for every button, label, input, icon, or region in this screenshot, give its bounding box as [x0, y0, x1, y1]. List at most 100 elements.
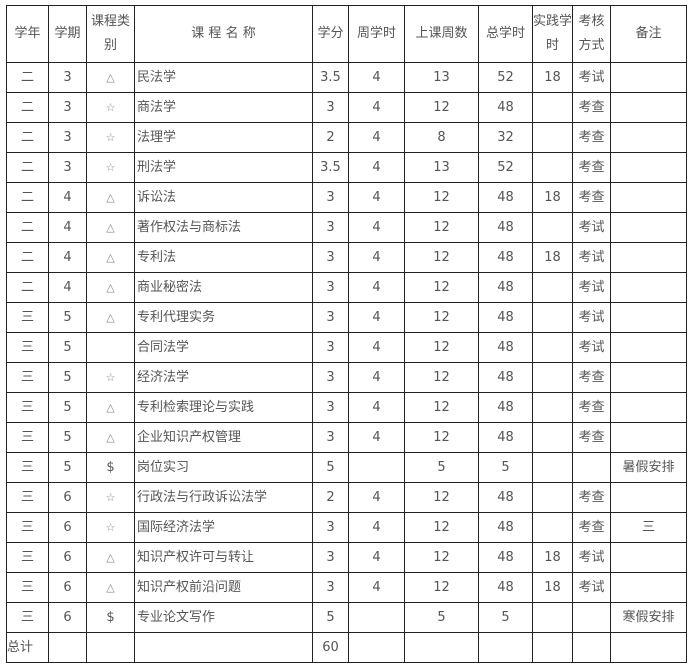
total-credits: 60 [312, 632, 349, 663]
total-cell [134, 632, 313, 663]
cell-weekly-hours: 4 [348, 392, 405, 423]
cell-category: △ [86, 392, 135, 423]
cell-term: 5 [48, 392, 87, 423]
table-row: 三 6 △ 知识产权前沿问题 3 4 12 48 18 考试 [6, 572, 687, 603]
cell-term: 5 [48, 422, 87, 453]
cell-weekly-hours: 4 [348, 482, 405, 513]
cell-total-hours: 52 [478, 152, 533, 183]
cell-assessment: 考查 [572, 122, 611, 153]
cell-weeks: 8 [404, 122, 479, 153]
cell-total-hours: 48 [478, 422, 533, 453]
cell-category: ☆ [86, 482, 135, 513]
cell-assessment: 考试 [572, 212, 611, 243]
cell-year: 三 [6, 392, 49, 423]
cell-term: 6 [48, 602, 87, 633]
cell-weeks: 12 [404, 212, 479, 243]
cell-weekly-hours: 4 [348, 362, 405, 393]
table-row: 二 3 ☆ 刑法学 3.5 4 13 52 考查 [6, 152, 687, 183]
cell-practice-hours: 18 [532, 62, 573, 93]
cell-practice-hours [532, 512, 573, 543]
cell-category: △ [86, 542, 135, 573]
cell-remarks [610, 272, 687, 303]
cell-practice-hours [532, 302, 573, 333]
table-row: 三 5 合同法学 3 4 12 48 考试 [6, 332, 687, 363]
cell-assessment: 考查 [572, 482, 611, 513]
cell-practice-hours [532, 422, 573, 453]
cell-credits: 3 [312, 542, 349, 573]
cell-total-hours: 48 [478, 542, 533, 573]
header-weekly-hours: 周学时 [348, 5, 405, 63]
cell-remarks [610, 542, 687, 573]
header-practice-hours: 实践学时 [532, 5, 573, 63]
cell-term: 5 [48, 302, 87, 333]
table-row: 三 5 $ 岗位实习 5 5 5 暑假安排 [6, 452, 687, 483]
cell-practice-hours [532, 212, 573, 243]
cell-weekly-hours: 4 [348, 92, 405, 123]
cell-weeks: 12 [404, 392, 479, 423]
cell-category: ☆ [86, 122, 135, 153]
table-row: 二 4 △ 诉讼法 3 4 12 48 18 考查 [6, 182, 687, 213]
cell-course-name: 知识产权许可与转让 [134, 542, 313, 573]
table-row: 二 4 △ 商业秘密法 3 4 12 48 考试 [6, 272, 687, 303]
table-row: 三 6 ☆ 国际经济法学 3 4 12 48 考查三 [6, 512, 687, 543]
table-row: 二 4 △ 著作权法与商标法 3 4 12 48 考试 [6, 212, 687, 243]
cell-year: 三 [6, 482, 49, 513]
cell-category: △ [86, 212, 135, 243]
cell-remarks [610, 92, 687, 123]
cell-practice-hours [532, 392, 573, 423]
cell-assessment: 考查 [572, 392, 611, 423]
table-row: 三 5 △ 专利代理实务 3 4 12 48 考试 [6, 302, 687, 333]
cell-assessment: 考查 [572, 362, 611, 393]
total-cell [48, 632, 87, 663]
total-cell [572, 632, 611, 663]
cell-weeks: 12 [404, 272, 479, 303]
cell-weeks: 5 [404, 452, 479, 483]
cell-assessment: 考查 [572, 182, 611, 213]
cell-credits: 2 [312, 482, 349, 513]
cell-weeks: 12 [404, 512, 479, 543]
header-term: 学期 [48, 5, 87, 63]
cell-credits: 3 [312, 422, 349, 453]
header-year: 学年 [6, 5, 49, 63]
cell-year: 二 [6, 182, 49, 213]
cell-weekly-hours: 4 [348, 272, 405, 303]
cell-weeks: 12 [404, 92, 479, 123]
cell-course-name: 专利代理实务 [134, 302, 313, 333]
cell-total-hours: 48 [478, 272, 533, 303]
cell-credits: 3.5 [312, 62, 349, 93]
header-total-hours: 总学时 [478, 5, 533, 63]
cell-course-name: 法理学 [134, 122, 313, 153]
cell-assessment: 考查 [572, 152, 611, 183]
cell-category: $ [86, 452, 135, 483]
total-cell [86, 632, 135, 663]
cell-year: 三 [6, 452, 49, 483]
cell-course-name: 著作权法与商标法 [134, 212, 313, 243]
cell-category: ☆ [86, 512, 135, 543]
total-cell [348, 632, 405, 663]
cell-total-hours: 48 [478, 92, 533, 123]
cell-credits: 3 [312, 182, 349, 213]
cell-term: 6 [48, 482, 87, 513]
cell-credits: 3 [312, 302, 349, 333]
cell-credits: 3 [312, 242, 349, 273]
cell-practice-hours [532, 332, 573, 363]
cell-credits: 2 [312, 122, 349, 153]
cell-course-name: 企业知识产权管理 [134, 422, 313, 453]
cell-remarks [610, 182, 687, 213]
cell-course-name: 商业秘密法 [134, 272, 313, 303]
cell-weeks: 12 [404, 182, 479, 213]
cell-total-hours: 48 [478, 302, 533, 333]
cell-term: 3 [48, 122, 87, 153]
cell-weekly-hours: 4 [348, 332, 405, 363]
cell-category: △ [86, 572, 135, 603]
table-row: 三 5 ☆ 经济法学 3 4 12 48 考查 [6, 362, 687, 393]
cell-course-name: 专业论文写作 [134, 602, 313, 633]
cell-term: 6 [48, 572, 87, 603]
cell-course-name: 知识产权前沿问题 [134, 572, 313, 603]
header-weeks: 上课周数 [404, 5, 479, 63]
cell-weekly-hours: 4 [348, 422, 405, 453]
header-credits: 学分 [312, 5, 349, 63]
table-row: 三 6 △ 知识产权许可与转让 3 4 12 48 18 考试 [6, 542, 687, 573]
cell-weekly-hours: 4 [348, 242, 405, 273]
